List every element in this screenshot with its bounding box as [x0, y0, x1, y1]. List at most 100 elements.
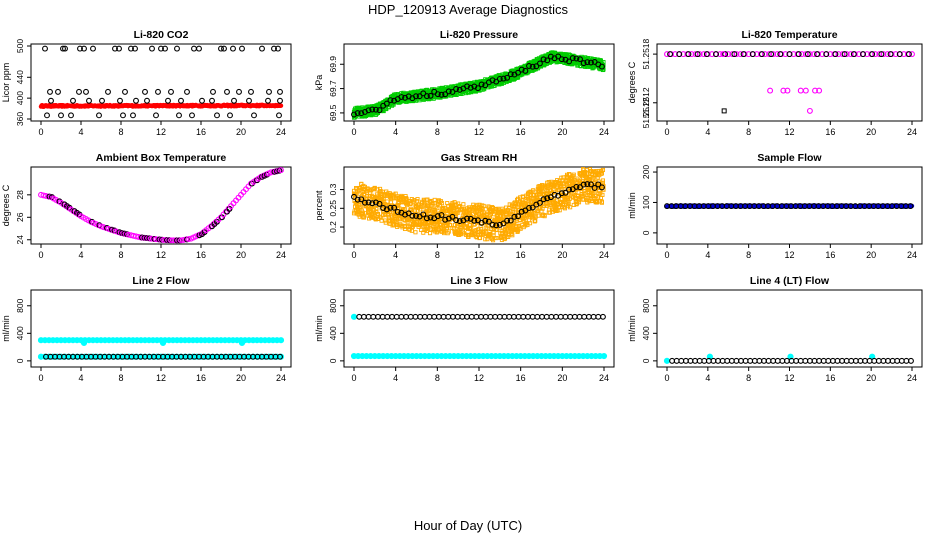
- pressure-mean-point: [482, 82, 489, 89]
- rh-band-point: [422, 227, 427, 233]
- pressure-mean-point: [507, 71, 514, 78]
- x-tick-label: 8: [118, 127, 123, 137]
- rh-band-point: [477, 235, 483, 240]
- co2-spikes-point: [105, 88, 111, 95]
- pressure-mean-point: [555, 53, 562, 60]
- pressure-mean-point: [526, 63, 532, 69]
- y-tick-label: 440: [15, 70, 25, 84]
- pressure-mean-point: [464, 83, 470, 90]
- plot-area: [351, 167, 606, 243]
- temp-main-black-point: [887, 51, 894, 58]
- temp-main-black-point: [878, 51, 885, 58]
- y-axis-label: kPa: [314, 75, 324, 91]
- line3-upper-point: [496, 313, 503, 320]
- co2-spikes-point: [184, 88, 190, 95]
- rh-band-point: [502, 237, 507, 242]
- temp-main-black-point: [777, 51, 784, 58]
- x-tick-label: 24: [276, 373, 286, 383]
- co2-spikes-point: [224, 88, 230, 95]
- line3-upper-point: [426, 313, 433, 320]
- x-tick-label: 24: [276, 127, 286, 137]
- pressure-mean-point: [449, 89, 456, 95]
- pressure-mean-point: [456, 86, 463, 93]
- rh-mean-point: [351, 193, 357, 200]
- rh-mean-point: [449, 213, 456, 220]
- y-tick-label: 400: [15, 91, 25, 105]
- line3-upper-point: [567, 313, 574, 320]
- co2-spikes-point: [231, 97, 237, 104]
- line3-upper-point: [520, 313, 527, 320]
- temp-main-point: [909, 51, 915, 58]
- co2-spikes-point: [236, 88, 242, 95]
- co2-spikes-point: [130, 112, 136, 119]
- rh-band-point: [525, 195, 531, 200]
- x-tick-label: 4: [393, 373, 398, 383]
- line3-upper-point: [571, 313, 578, 320]
- temp-main-black-point: [823, 51, 830, 58]
- line3-upper-point: [421, 313, 428, 320]
- co2-spikes-point: [142, 88, 148, 95]
- pressure-mean-point: [558, 56, 565, 63]
- rh-mean-point: [427, 214, 434, 221]
- rh-band-point: [377, 186, 383, 191]
- pressure-mean-point: [383, 100, 390, 107]
- rh-mean-point: [544, 195, 551, 202]
- rh-mean-point: [394, 208, 401, 215]
- rh-mean-point: [391, 204, 398, 211]
- line3-upper-point: [393, 313, 400, 320]
- x-tick-label: 20: [557, 373, 567, 383]
- pressure-mean-point: [500, 75, 507, 82]
- x-tick-label: 12: [784, 373, 794, 383]
- line3-upper-point: [515, 313, 522, 320]
- rh-mean-point: [558, 190, 565, 197]
- co2-spikes-point: [81, 45, 87, 52]
- pressure-mean-point: [365, 107, 372, 114]
- line3-upper-point: [553, 313, 560, 320]
- rh-mean-point: [584, 181, 591, 188]
- rh-band-point: [533, 218, 538, 223]
- pressure-mean-point: [518, 66, 525, 73]
- line3-upper-point: [468, 313, 475, 320]
- y-tick-label: 200: [641, 165, 651, 179]
- co2-spikes-point: [174, 45, 180, 52]
- rh-band-point: [551, 189, 557, 194]
- rh-band-point: [600, 167, 606, 173]
- temp-main-point: [835, 51, 842, 58]
- co2-spikes-point: [191, 45, 197, 52]
- rh-band-point: [571, 172, 576, 177]
- rh-band-point: [510, 233, 515, 238]
- line3-upper-point: [370, 313, 377, 320]
- rh-band-point: [400, 223, 405, 228]
- rh-band-point: [452, 222, 458, 227]
- rh-mean-point: [358, 196, 365, 203]
- box-temp-point: [185, 236, 192, 243]
- y-tick-label: 0: [641, 230, 651, 235]
- co2-spikes-point: [58, 112, 64, 119]
- x-tick-label: 0: [664, 127, 669, 137]
- pressure-mean-point: [423, 93, 430, 100]
- co2-spikes-point: [259, 45, 265, 52]
- temp-outliers-point: [816, 87, 823, 94]
- line4-base-point: [908, 357, 914, 364]
- rh-mean-point: [423, 215, 430, 222]
- rh-mean-point: [376, 200, 383, 207]
- rh-band-point: [402, 226, 408, 232]
- rh-band-point: [536, 213, 541, 218]
- rh-band-point: [455, 210, 460, 215]
- y-tick-label: 24: [15, 235, 25, 245]
- x-tick-label: 4: [393, 250, 398, 260]
- rh-band-point: [507, 206, 512, 211]
- co2-spikes-point: [230, 45, 236, 52]
- pressure-mean-point: [536, 60, 543, 67]
- line3-upper-point: [478, 313, 485, 320]
- pressure-mean-point: [577, 56, 583, 63]
- temp-main-black-point: [804, 51, 811, 58]
- rh-band-point: [591, 190, 596, 195]
- co2-spikes-point: [99, 97, 105, 104]
- rh-mean-point: [413, 212, 419, 219]
- rh-band-point: [495, 227, 500, 233]
- pressure-mean-point: [358, 110, 365, 117]
- co2-spikes-point: [122, 88, 128, 95]
